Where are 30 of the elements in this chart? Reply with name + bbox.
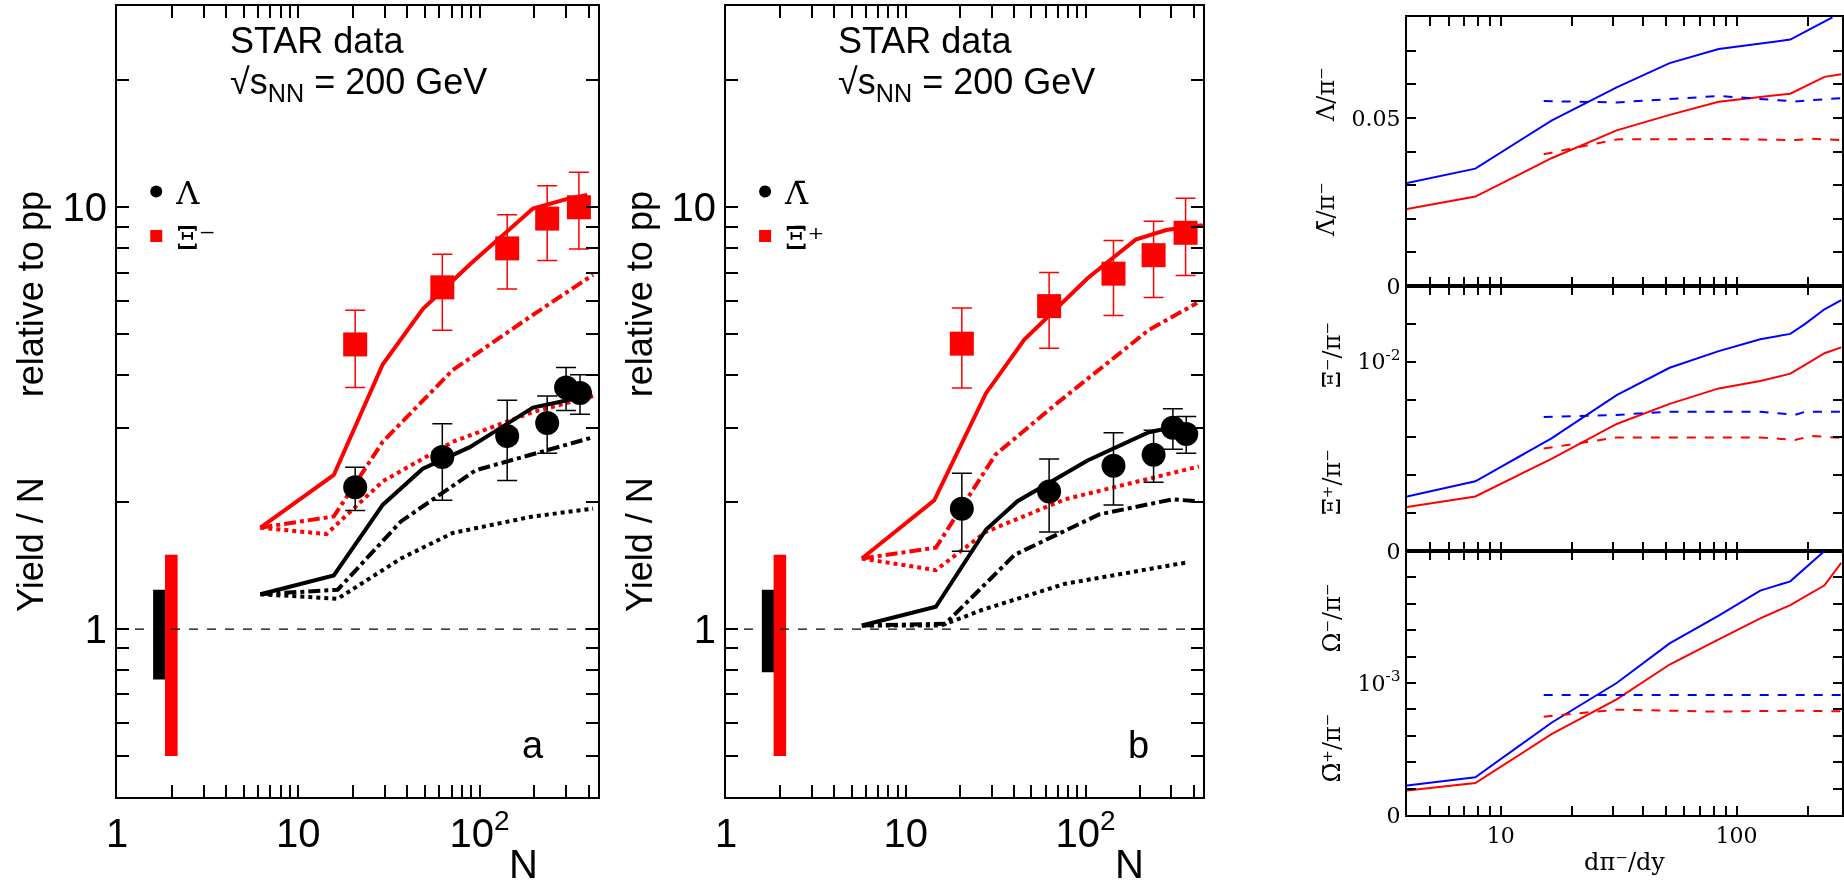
y-tick-label: 0 bbox=[1386, 273, 1401, 299]
y-tick-label: 0 bbox=[1386, 802, 1401, 828]
y-axis-title: Yield / N relative to pp bbox=[9, 191, 51, 612]
x-axis-title: N bbox=[1115, 842, 1144, 886]
x-axis-title: N bbox=[509, 842, 538, 886]
y-axis-title: Ξ̄⁺/π⁻ Ξ⁻/π⁻ bbox=[1318, 321, 1347, 516]
legend-label: Ξ⁻ bbox=[176, 218, 216, 257]
legend-label: Λ̄ bbox=[784, 173, 810, 212]
y-tick-label: 0.05 bbox=[1351, 105, 1401, 131]
x-tick-label: 10 bbox=[1486, 823, 1515, 849]
x-axis-title: dπ⁻/dy bbox=[1584, 848, 1666, 877]
x-tick-label: 10 bbox=[276, 811, 321, 855]
legend-label: Ξ̄⁺ bbox=[785, 218, 825, 257]
annotation: STAR data bbox=[230, 20, 405, 61]
y-tick-label: 0 bbox=[1386, 538, 1401, 564]
x-tick-label: 10$^{2}$ bbox=[449, 805, 510, 855]
y-axis-title: Ω̄⁺/π⁻ Ω⁻/π⁻ bbox=[1318, 583, 1347, 783]
y-axis-title: Yield / N relative to pp bbox=[618, 191, 660, 612]
x-tick-label: 10 bbox=[883, 811, 929, 855]
annotation: b bbox=[1128, 724, 1150, 766]
annotation: a bbox=[522, 724, 544, 766]
annotation: STAR data bbox=[838, 20, 1013, 61]
x-tick-label: 100 bbox=[1715, 823, 1758, 849]
y-tick-label: 10$^{-2}$ bbox=[1357, 346, 1401, 375]
y-tick-label: 10$^{-3}$ bbox=[1357, 667, 1401, 696]
y-axis-title: Λ̄/π⁻ Λ/π⁻ bbox=[1312, 67, 1341, 237]
x-tick-label: 10$^{2}$ bbox=[1055, 805, 1116, 855]
annotation: √s$_{NN}$ = 200 GeV bbox=[838, 61, 1096, 107]
legend-label: Λ bbox=[175, 173, 201, 212]
annotation: √s$_{NN}$ = 200 GeV bbox=[230, 61, 488, 107]
